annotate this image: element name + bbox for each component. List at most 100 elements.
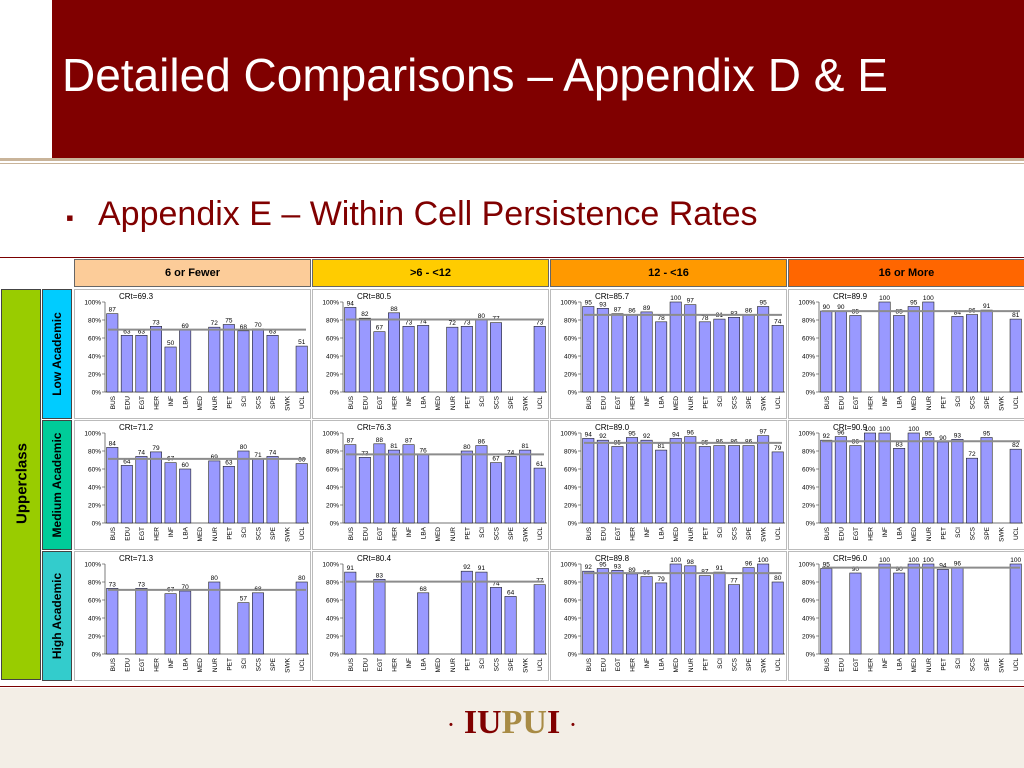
bar bbox=[669, 438, 682, 524]
bar bbox=[640, 576, 653, 655]
x-tick-label: SCI bbox=[479, 527, 486, 538]
x-tick-label: SCI bbox=[479, 658, 486, 669]
x-tick-label: MED bbox=[435, 396, 442, 411]
data-label: 94 bbox=[939, 562, 947, 569]
bar bbox=[626, 573, 638, 655]
bar-chart: 0%20%40%60%80%100%73BUSEDU73EGTHER67INF7… bbox=[84, 554, 309, 673]
y-tick-label: 100% bbox=[798, 562, 815, 569]
data-label: 83 bbox=[376, 572, 384, 579]
x-tick-label: PET bbox=[940, 527, 947, 540]
bar bbox=[179, 468, 192, 524]
x-tick-label: MED bbox=[911, 527, 918, 542]
x-tick-label: EGT bbox=[377, 527, 384, 540]
y-tick-label: 20% bbox=[326, 634, 339, 641]
crt-label: CRt=71.3 bbox=[119, 554, 154, 563]
x-tick-label: SCS bbox=[732, 657, 739, 671]
data-label: 95 bbox=[910, 300, 918, 307]
data-label: 80 bbox=[478, 313, 486, 320]
data-label: 83 bbox=[730, 310, 738, 317]
bar bbox=[611, 569, 624, 655]
data-label: 100 bbox=[879, 557, 890, 564]
x-tick-label: UCL bbox=[537, 658, 544, 671]
x-tick-label: SCS bbox=[732, 395, 739, 409]
bar bbox=[728, 445, 740, 524]
data-label: 94 bbox=[585, 431, 593, 438]
data-label: 73 bbox=[109, 581, 117, 588]
x-tick-label: PET bbox=[702, 527, 709, 540]
bar bbox=[893, 315, 906, 393]
bar bbox=[582, 306, 595, 393]
data-label: 78 bbox=[701, 315, 709, 322]
title-band bbox=[52, 0, 1024, 158]
bar bbox=[907, 432, 920, 524]
y-tick-label: 60% bbox=[564, 598, 577, 605]
bar bbox=[596, 568, 609, 655]
x-tick-label: HER bbox=[630, 396, 637, 410]
x-tick-label: SCS bbox=[256, 657, 263, 671]
data-label: 68 bbox=[240, 324, 248, 331]
bar bbox=[713, 445, 726, 524]
x-tick-label: NUR bbox=[212, 396, 219, 410]
x-tick-label: SPE bbox=[508, 395, 515, 409]
x-tick-label: NUR bbox=[688, 396, 695, 410]
crt-label: CRt=89.9 bbox=[833, 292, 868, 301]
data-label: 72 bbox=[968, 451, 976, 458]
x-tick-label: HER bbox=[154, 396, 161, 410]
data-label: 69 bbox=[182, 323, 190, 330]
bar bbox=[834, 310, 847, 393]
bar bbox=[742, 314, 755, 393]
upperclass-label: Upperclass bbox=[13, 443, 31, 524]
x-tick-label: PET bbox=[940, 396, 947, 409]
x-tick-label: SCS bbox=[256, 395, 263, 409]
bar bbox=[936, 569, 949, 655]
data-label: 81 bbox=[390, 443, 398, 450]
data-label: 74 bbox=[507, 449, 515, 456]
data-label: 100 bbox=[923, 557, 934, 564]
y-tick-label: 40% bbox=[326, 354, 339, 361]
x-tick-label: INF bbox=[644, 396, 651, 407]
x-tick-label: SWK bbox=[523, 395, 530, 410]
data-label: 91 bbox=[983, 303, 991, 310]
data-label: 74 bbox=[420, 318, 428, 325]
y-tick-label: 60% bbox=[564, 336, 577, 343]
y-tick-label: 0% bbox=[330, 521, 340, 528]
bar bbox=[698, 446, 711, 524]
crt-label: CRt=71.2 bbox=[119, 423, 154, 432]
y-tick-label: 0% bbox=[806, 390, 816, 397]
data-label: 96 bbox=[687, 430, 695, 437]
data-label: 90 bbox=[852, 566, 860, 573]
footer bbox=[0, 688, 1024, 768]
bar bbox=[713, 318, 726, 393]
data-label: 90 bbox=[939, 435, 947, 442]
x-tick-label: PET bbox=[702, 658, 709, 671]
data-label: 70 bbox=[182, 584, 190, 591]
bar bbox=[878, 432, 891, 524]
y-tick-label: 0% bbox=[330, 390, 340, 397]
data-label: 63 bbox=[138, 328, 146, 335]
y-tick-label: 100% bbox=[560, 300, 577, 307]
bar bbox=[179, 590, 192, 655]
bar bbox=[771, 451, 784, 524]
y-tick-label: 20% bbox=[802, 634, 815, 641]
x-tick-label: SCI bbox=[241, 658, 248, 669]
data-label: 73 bbox=[405, 319, 413, 326]
data-label: 66 bbox=[298, 457, 306, 464]
bar bbox=[640, 311, 653, 393]
bar bbox=[344, 444, 357, 524]
data-label: 100 bbox=[908, 426, 919, 433]
bar bbox=[757, 435, 770, 524]
data-label: 73 bbox=[152, 319, 160, 326]
x-tick-label: SPE bbox=[746, 657, 753, 671]
bar bbox=[252, 328, 264, 393]
x-tick-label: INF bbox=[644, 527, 651, 538]
data-label: 71 bbox=[254, 452, 262, 459]
x-tick-label: LBA bbox=[183, 526, 190, 539]
data-label: 94 bbox=[347, 300, 355, 307]
bar bbox=[106, 447, 119, 524]
bar bbox=[907, 306, 920, 393]
x-tick-label: SWK bbox=[523, 657, 530, 672]
x-tick-label: SCI bbox=[241, 527, 248, 538]
bar bbox=[373, 443, 386, 524]
x-tick-label: NUR bbox=[450, 527, 457, 541]
bar bbox=[757, 563, 770, 655]
